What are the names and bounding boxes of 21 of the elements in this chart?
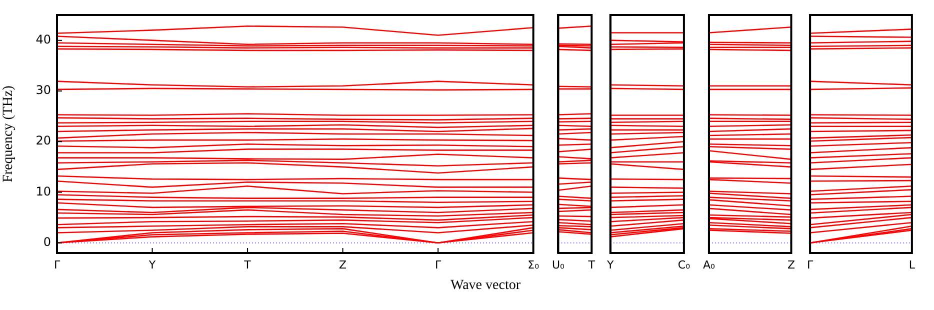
y-tick-label: 30	[36, 83, 51, 98]
x-tick-label: Σ₀	[528, 258, 540, 272]
x-tick-label: Y	[606, 258, 614, 272]
x-tick-label: Γ	[54, 258, 61, 272]
x-tick-label: Z	[339, 258, 348, 272]
y-tick-label: 0	[43, 234, 51, 249]
x-tick-label: T	[243, 258, 252, 272]
x-tick-label: T	[587, 258, 596, 272]
x-tick-label: C₀	[678, 258, 691, 272]
x-tick-label: U₀	[552, 258, 566, 272]
x-tick-label: Γ	[434, 258, 442, 272]
x-tick-label: Γ	[806, 258, 814, 272]
y-tick-label: 20	[36, 134, 51, 148]
y-axis-title: Frequency (THz)	[1, 85, 16, 182]
y-tick-label: 10	[36, 184, 51, 198]
x-tick-label: L	[908, 258, 916, 272]
x-tick-label: Z	[787, 258, 796, 272]
x-tick-label: Y	[148, 258, 156, 272]
x-axis-title: Wave vector	[450, 278, 520, 294]
y-tick-label: 40	[36, 32, 51, 46]
x-tick-label: A₀	[703, 258, 716, 272]
